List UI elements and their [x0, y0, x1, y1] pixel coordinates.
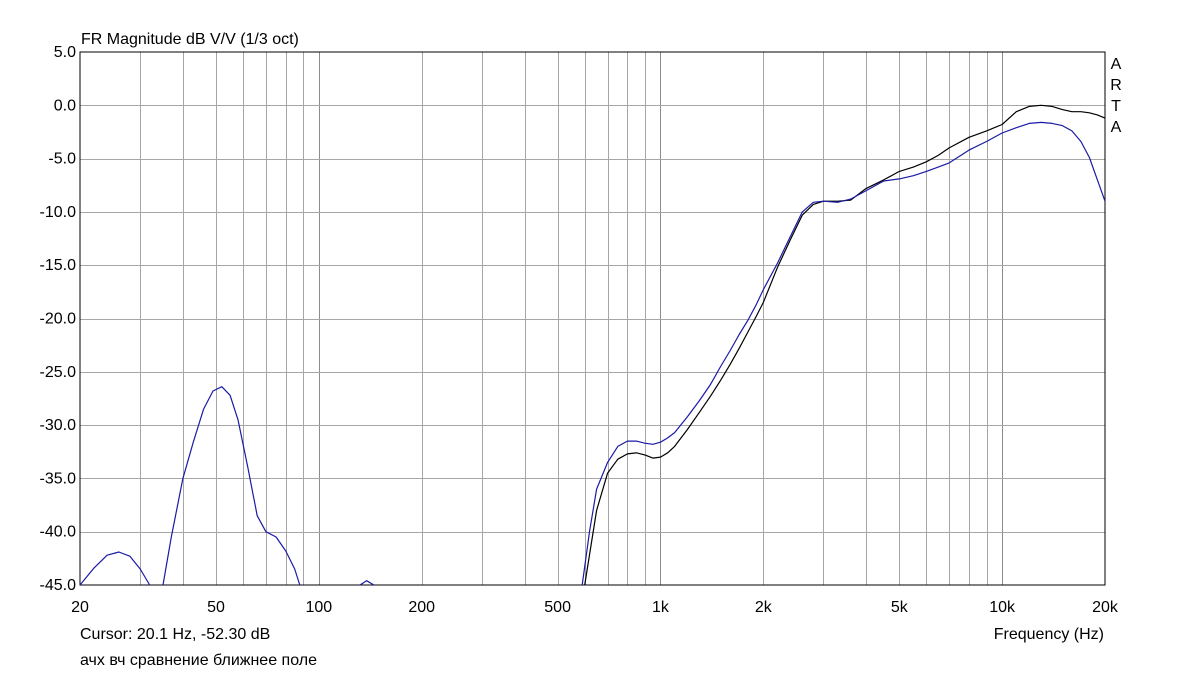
y-tick-label: 5.0	[54, 44, 76, 61]
y-tick-label: -45.0	[40, 577, 77, 594]
series-line-blue	[79, 551, 151, 586]
plot-frame	[79, 51, 1106, 586]
brand-letter: A	[1111, 56, 1122, 73]
brand-letter: R	[1110, 77, 1122, 94]
x-tick-label: 10k	[989, 599, 1016, 616]
arta-brand: A R T A	[1110, 56, 1122, 136]
y-tick-label: 0.0	[54, 97, 76, 114]
series-line-black	[584, 104, 1106, 586]
x-tick-label: 500	[544, 599, 571, 616]
series-line-blue	[359, 580, 375, 586]
x-tick-label: 20	[71, 599, 89, 616]
x-tick-labels: 20 50 100 200 500 1k 2k 5k 10k 20k	[71, 599, 1119, 616]
cursor-readout: Cursor: 20.1 Hz, -52.30 dB	[80, 626, 270, 643]
chart-caption: ачх вч сравнение ближнее поле	[80, 652, 317, 669]
x-tick-label: 2k	[755, 599, 773, 616]
brand-letter: A	[1111, 119, 1122, 136]
y-tick-label: -25.0	[40, 364, 77, 381]
x-tick-label: 50	[207, 599, 225, 616]
y-tick-label: -15.0	[40, 257, 77, 274]
x-tick-label: 5k	[891, 599, 909, 616]
x-axis-label: Frequency (Hz)	[994, 626, 1104, 643]
y-tick-label: -30.0	[40, 417, 77, 434]
x-tick-label: 20k	[1092, 599, 1119, 616]
series-layer	[79, 104, 1106, 586]
y-tick-label: -10.0	[40, 204, 77, 221]
x-tick-label: 200	[408, 599, 435, 616]
series-line-blue	[162, 386, 301, 586]
y-tick-label: -35.0	[40, 470, 77, 487]
chart-title: FR Magnitude dB V/V (1/3 oct)	[81, 31, 299, 48]
y-tick-labels: 5.0 0.0 -5.0 -10.0 -15.0 -20.0 -25.0 -30.0 -35.0…	[40, 44, 77, 594]
grid	[80, 52, 1105, 585]
brand-letter: T	[1111, 98, 1121, 115]
x-tick-label: 1k	[652, 599, 670, 616]
x-tick-label: 100	[305, 599, 332, 616]
y-tick-label: -40.0	[40, 524, 77, 541]
y-tick-label: -5.0	[48, 151, 76, 168]
y-tick-label: -20.0	[40, 311, 77, 328]
series-line-blue	[581, 121, 1106, 586]
